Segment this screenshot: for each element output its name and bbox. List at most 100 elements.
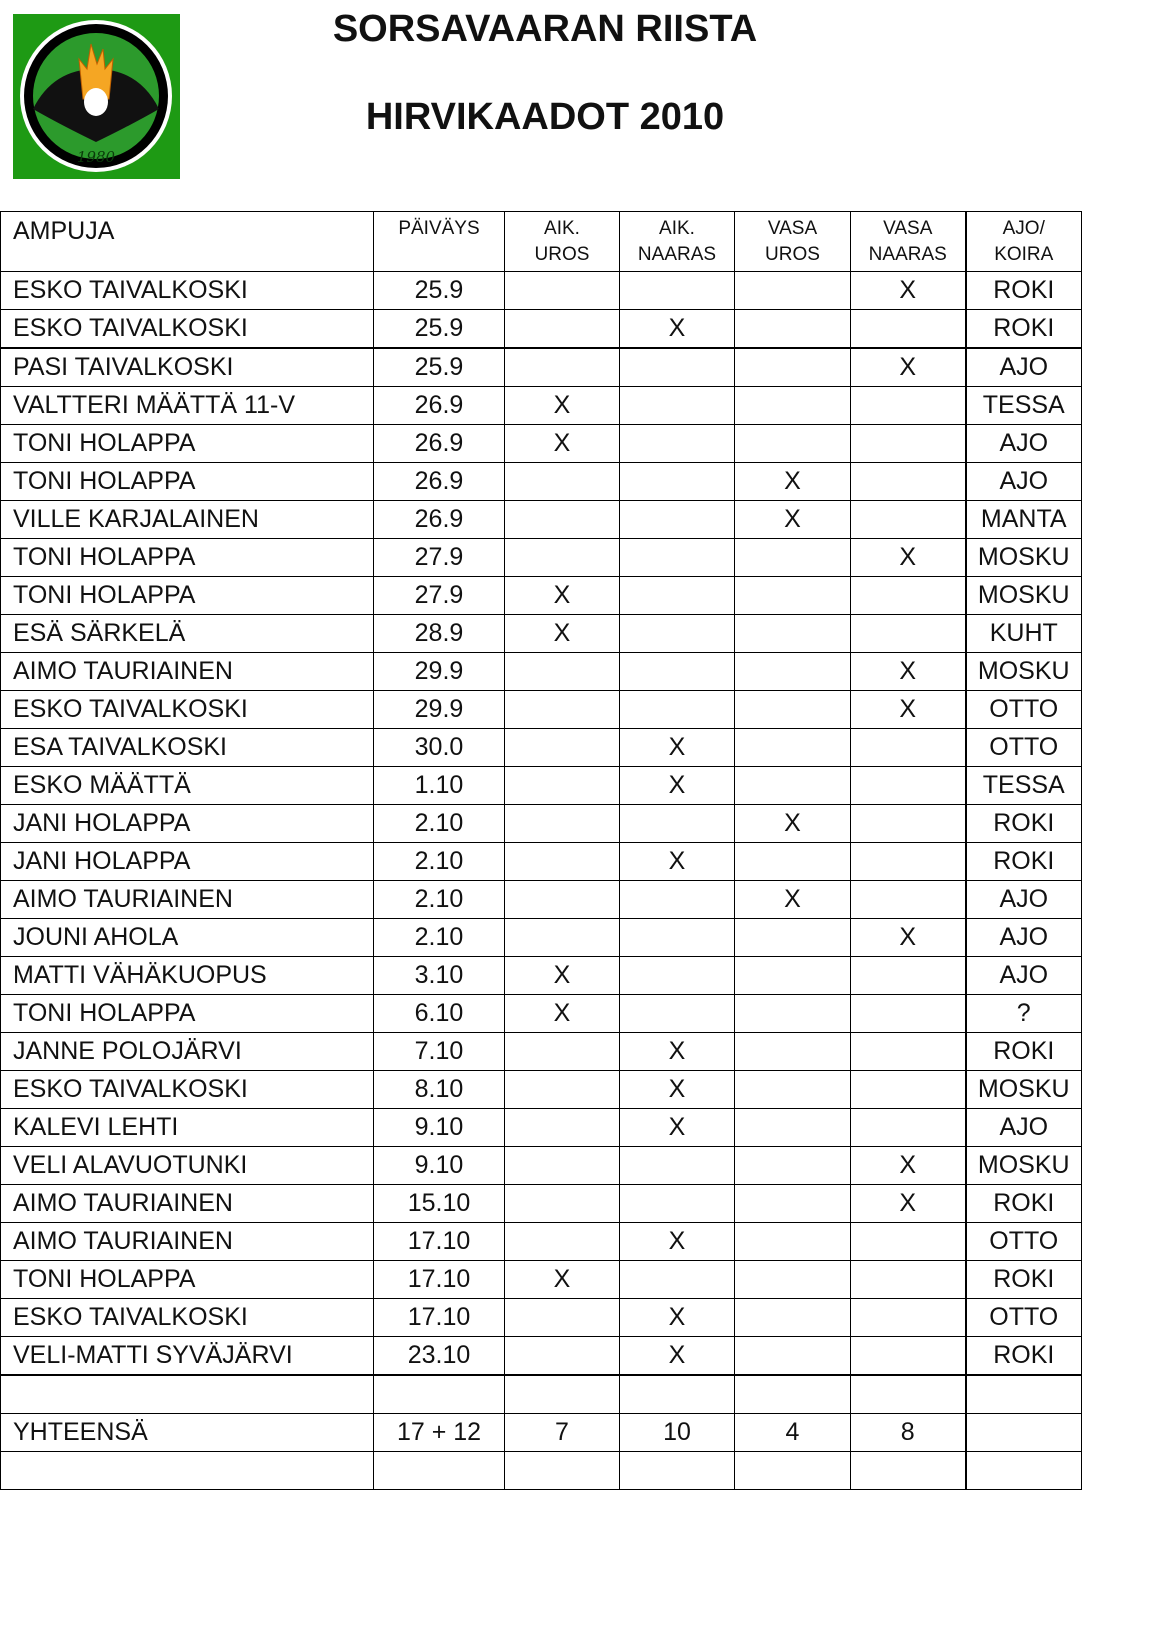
cell-shooter: JANI HOLAPPA xyxy=(0,804,374,843)
cell-date: 2.10 xyxy=(373,918,505,957)
cell-adult-female: X xyxy=(619,1108,735,1147)
cell-adult-female: X xyxy=(619,1032,735,1071)
table-row: PASI TAIVALKOSKI 25.9 X AJO xyxy=(0,347,1082,387)
empty-cell xyxy=(504,1451,620,1490)
table-row: ESA TAIVALKOSKI 30.0 X OTTO xyxy=(0,728,1082,767)
cell-calf-male xyxy=(734,309,851,349)
cell-dog: AJO xyxy=(964,880,1082,919)
cell-date: 25.9 xyxy=(373,347,505,387)
cell-dog: ROKI xyxy=(964,842,1082,881)
cell-date: 1.10 xyxy=(373,766,505,805)
cell-dog: ? xyxy=(964,994,1082,1033)
cell-calf-male xyxy=(734,842,851,881)
cell-shooter: TONI HOLAPPA xyxy=(0,462,374,501)
table-row: ESKO TAIVALKOSKI 25.9 X ROKI xyxy=(0,271,1082,310)
cell-dog: KUHT xyxy=(964,614,1082,653)
cell-shooter: ESKO TAIVALKOSKI xyxy=(0,271,374,310)
page-title: SORSAVAARAN RIISTA xyxy=(332,8,758,50)
table-row: MATTI VÄHÄKUOPUS 3.10 X AJO xyxy=(0,956,1082,995)
cell-calf-male: X xyxy=(734,500,851,539)
cell-shooter: TONI HOLAPPA xyxy=(0,576,374,615)
empty-cell xyxy=(964,1374,1082,1414)
cell-adult-male xyxy=(504,766,620,805)
cell-shooter: YHTEENSÄ xyxy=(0,1413,374,1452)
cell-dog: TESSA xyxy=(964,766,1082,805)
cell-adult-female xyxy=(619,462,735,501)
cell-calf-female xyxy=(850,424,966,463)
cell-adult-female: X xyxy=(619,728,735,767)
cell-shooter: ESÄ SÄRKELÄ xyxy=(0,614,374,653)
cell-adult-male xyxy=(504,462,620,501)
cell-date: 2.10 xyxy=(373,880,505,919)
cell-calf-male xyxy=(734,728,851,767)
cell-calf-male xyxy=(734,1032,851,1071)
cell-adult-female xyxy=(619,918,735,957)
table-row: ESKO TAIVALKOSKI 25.9 X ROKI xyxy=(0,309,1082,349)
cell-calf-female xyxy=(850,1336,966,1376)
cell-calf-male xyxy=(734,994,851,1033)
cell-calf-female xyxy=(850,462,966,501)
empty-cell xyxy=(504,1374,620,1414)
cell-date: 17.10 xyxy=(373,1260,505,1299)
cell-calf-female xyxy=(850,728,966,767)
table-row: ESKO TAIVALKOSKI 17.10 X OTTO xyxy=(0,1298,1082,1337)
header-label: KOIRA xyxy=(994,244,1054,265)
cell-date: 9.10 xyxy=(373,1108,505,1147)
cell-shooter: JOUNI AHOLA xyxy=(0,918,374,957)
header-label: AJO/ xyxy=(1002,218,1045,239)
cell-calf-male xyxy=(734,1146,851,1185)
cell-adult-female xyxy=(619,652,735,691)
cell-calf-male xyxy=(734,1336,851,1376)
cell-calf-female xyxy=(850,804,966,843)
cell-calf-female xyxy=(850,1108,966,1147)
cell-calf-female xyxy=(850,842,966,881)
cell-adult-male xyxy=(504,1222,620,1261)
cell-calf-female xyxy=(850,500,966,539)
header-label: UROS xyxy=(765,244,820,265)
cell-calf-female xyxy=(850,994,966,1033)
empty-cell xyxy=(850,1374,966,1414)
cell-calf-female: X xyxy=(850,1146,966,1185)
cell-adult-male xyxy=(504,1184,620,1223)
cell-adult-male: X xyxy=(504,576,620,615)
table-row: TONI HOLAPPA 27.9 X MOSKU xyxy=(0,538,1082,577)
cell-adult-female xyxy=(619,1146,735,1185)
cell-adult-male xyxy=(504,918,620,957)
empty-cell xyxy=(619,1451,735,1490)
cell-date: 23.10 xyxy=(373,1336,505,1376)
cell-shooter: VILLE KARJALAINEN xyxy=(0,500,374,539)
cell-adult-female: X xyxy=(619,766,735,805)
cell-date: 26.9 xyxy=(373,424,505,463)
cell-dog: AJO xyxy=(964,918,1082,957)
table-row: ESÄ SÄRKELÄ 28.9 X KUHT xyxy=(0,614,1082,653)
cell-calf-male xyxy=(734,576,851,615)
cell-calf-male xyxy=(734,766,851,805)
cell-adult-female: 10 xyxy=(619,1413,735,1452)
empty-row xyxy=(0,1374,1082,1414)
header-label: VASA xyxy=(767,218,818,239)
header-adult-female: AIK. NAARAS xyxy=(619,211,735,272)
cell-adult-female xyxy=(619,690,735,729)
cell-shooter: ESA TAIVALKOSKI xyxy=(0,728,374,767)
header-calf-female: VASA NAARAS xyxy=(850,211,966,272)
cell-shooter: ESKO MÄÄTTÄ xyxy=(0,766,374,805)
cell-dog: OTTO xyxy=(964,728,1082,767)
header-calf-male: VASA UROS xyxy=(734,211,851,272)
cell-date: 25.9 xyxy=(373,271,505,310)
empty-cell xyxy=(373,1451,505,1490)
cell-dog xyxy=(964,1413,1082,1452)
cell-adult-male xyxy=(504,842,620,881)
cell-adult-male xyxy=(504,728,620,767)
header-label: NAARAS xyxy=(868,244,947,265)
cell-calf-male xyxy=(734,1108,851,1147)
cell-calf-male xyxy=(734,956,851,995)
cell-dog: AJO xyxy=(964,424,1082,463)
cell-adult-female: X xyxy=(619,1336,735,1376)
cell-shooter: AIMO TAURIAINEN xyxy=(0,1222,374,1261)
cell-adult-male: X xyxy=(504,994,620,1033)
cell-calf-male xyxy=(734,652,851,691)
cell-dog: OTTO xyxy=(964,690,1082,729)
cell-adult-female: X xyxy=(619,1222,735,1261)
cell-adult-female xyxy=(619,538,735,577)
cell-calf-female xyxy=(850,1070,966,1109)
